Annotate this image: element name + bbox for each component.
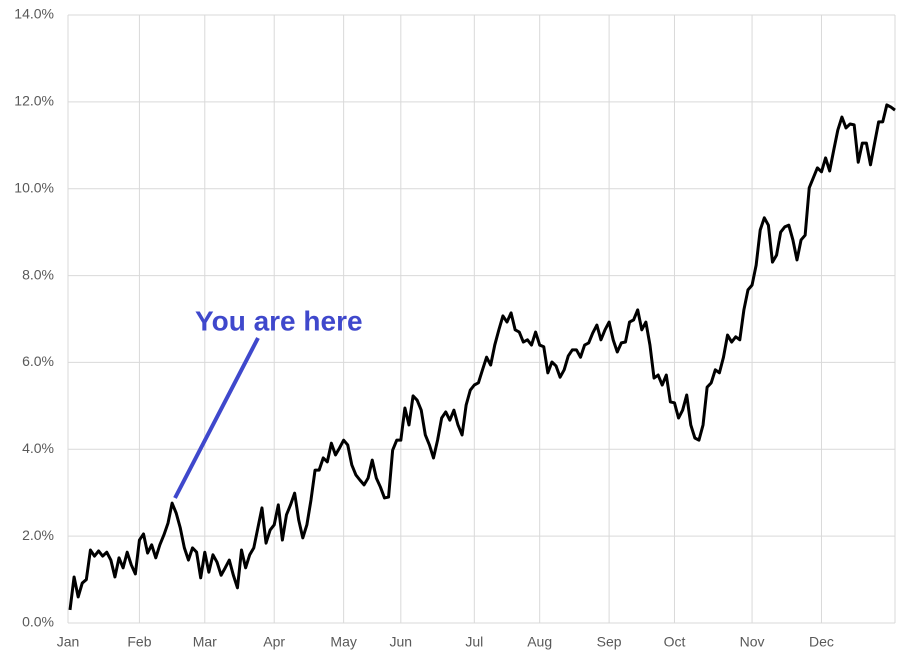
x-tick-label: Jan xyxy=(57,634,80,650)
y-tick-label: 0.0% xyxy=(22,614,54,630)
annotation: You are here xyxy=(195,305,363,336)
annotation-arrow xyxy=(173,337,260,499)
y-tick-label: 10.0% xyxy=(14,179,54,195)
x-tick-label: Mar xyxy=(193,634,217,650)
x-tick-label: May xyxy=(330,634,356,650)
x-tick-label: Apr xyxy=(263,634,285,650)
y-tick-label: 6.0% xyxy=(22,353,54,369)
y-tick-label: 12.0% xyxy=(14,93,54,109)
y-tick-label: 2.0% xyxy=(22,527,54,543)
x-tick-label: Oct xyxy=(664,634,686,650)
data-line xyxy=(68,103,896,611)
y-tick-label: 4.0% xyxy=(22,440,54,456)
x-tick-label: Jun xyxy=(390,634,413,650)
y-tick-label: 14.0% xyxy=(14,6,54,22)
x-tick-label: Feb xyxy=(127,634,151,650)
x-tick-label: Nov xyxy=(740,634,765,650)
x-tick-label: Dec xyxy=(809,634,834,650)
x-tick-label: Sep xyxy=(597,634,622,650)
x-tick-label: Jul xyxy=(465,634,483,650)
x-tick-label: Aug xyxy=(527,634,552,650)
y-tick-label: 8.0% xyxy=(22,266,54,282)
